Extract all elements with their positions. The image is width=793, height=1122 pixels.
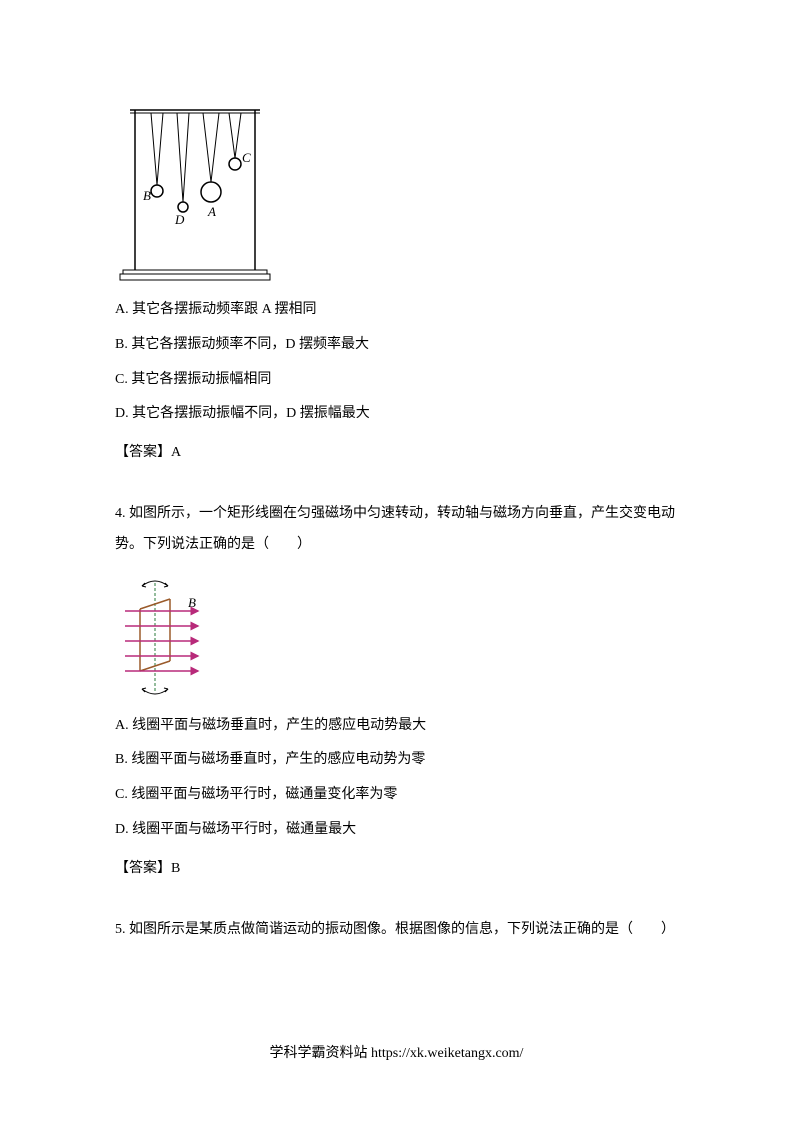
q4-option-D: D. 线圈平面与磁场平行时，磁通量最大 [115,815,678,846]
q4-stem: 4. 如图所示，一个矩形线圈在匀强磁场中匀速转动，转动轴与磁场方向垂直，产生交变… [115,499,678,561]
q3-option-C: C. 其它各摆振动振幅相同 [115,365,678,396]
q3-option-D: D. 其它各摆振动振幅不同，D 摆振幅最大 [115,399,678,430]
document-content: B D A C A. 其它各摆振动频率跟 A 摆相同 B. 其它各摆振动频率不同… [115,100,678,945]
q3-figure: B D A C [115,100,678,285]
q4-option-A: A. 线圈平面与磁场垂直时，产生的感应电动势最大 [115,711,678,742]
page-footer: 学科学霸资料站 https://xk.weiketangx.com/ [0,1042,793,1062]
label-B: B [143,188,151,203]
label-B-field: B [188,595,196,610]
q3-option-B: B. 其它各摆振动频率不同，D 摆频率最大 [115,330,678,361]
q4-option-C: C. 线圈平面与磁场平行时，磁通量变化率为零 [115,780,678,811]
q3-option-A: A. 其它各摆振动频率跟 A 摆相同 [115,295,678,326]
q5-stem: 5. 如图所示是某质点做简谐运动的振动图像。根据图像的信息，下列说法正确的是（ … [115,915,678,946]
label-A: A [207,204,216,219]
q3-answer: 【答案】A [115,438,678,469]
coil-diagram: B [120,571,210,701]
label-D: D [174,212,185,227]
q4-figure: B [115,571,678,701]
q4-answer: 【答案】B [115,854,678,885]
q4-option-B: B. 线圈平面与磁场垂直时，产生的感应电动势为零 [115,745,678,776]
pendulum-diagram: B D A C [115,100,275,285]
label-C: C [242,150,251,165]
